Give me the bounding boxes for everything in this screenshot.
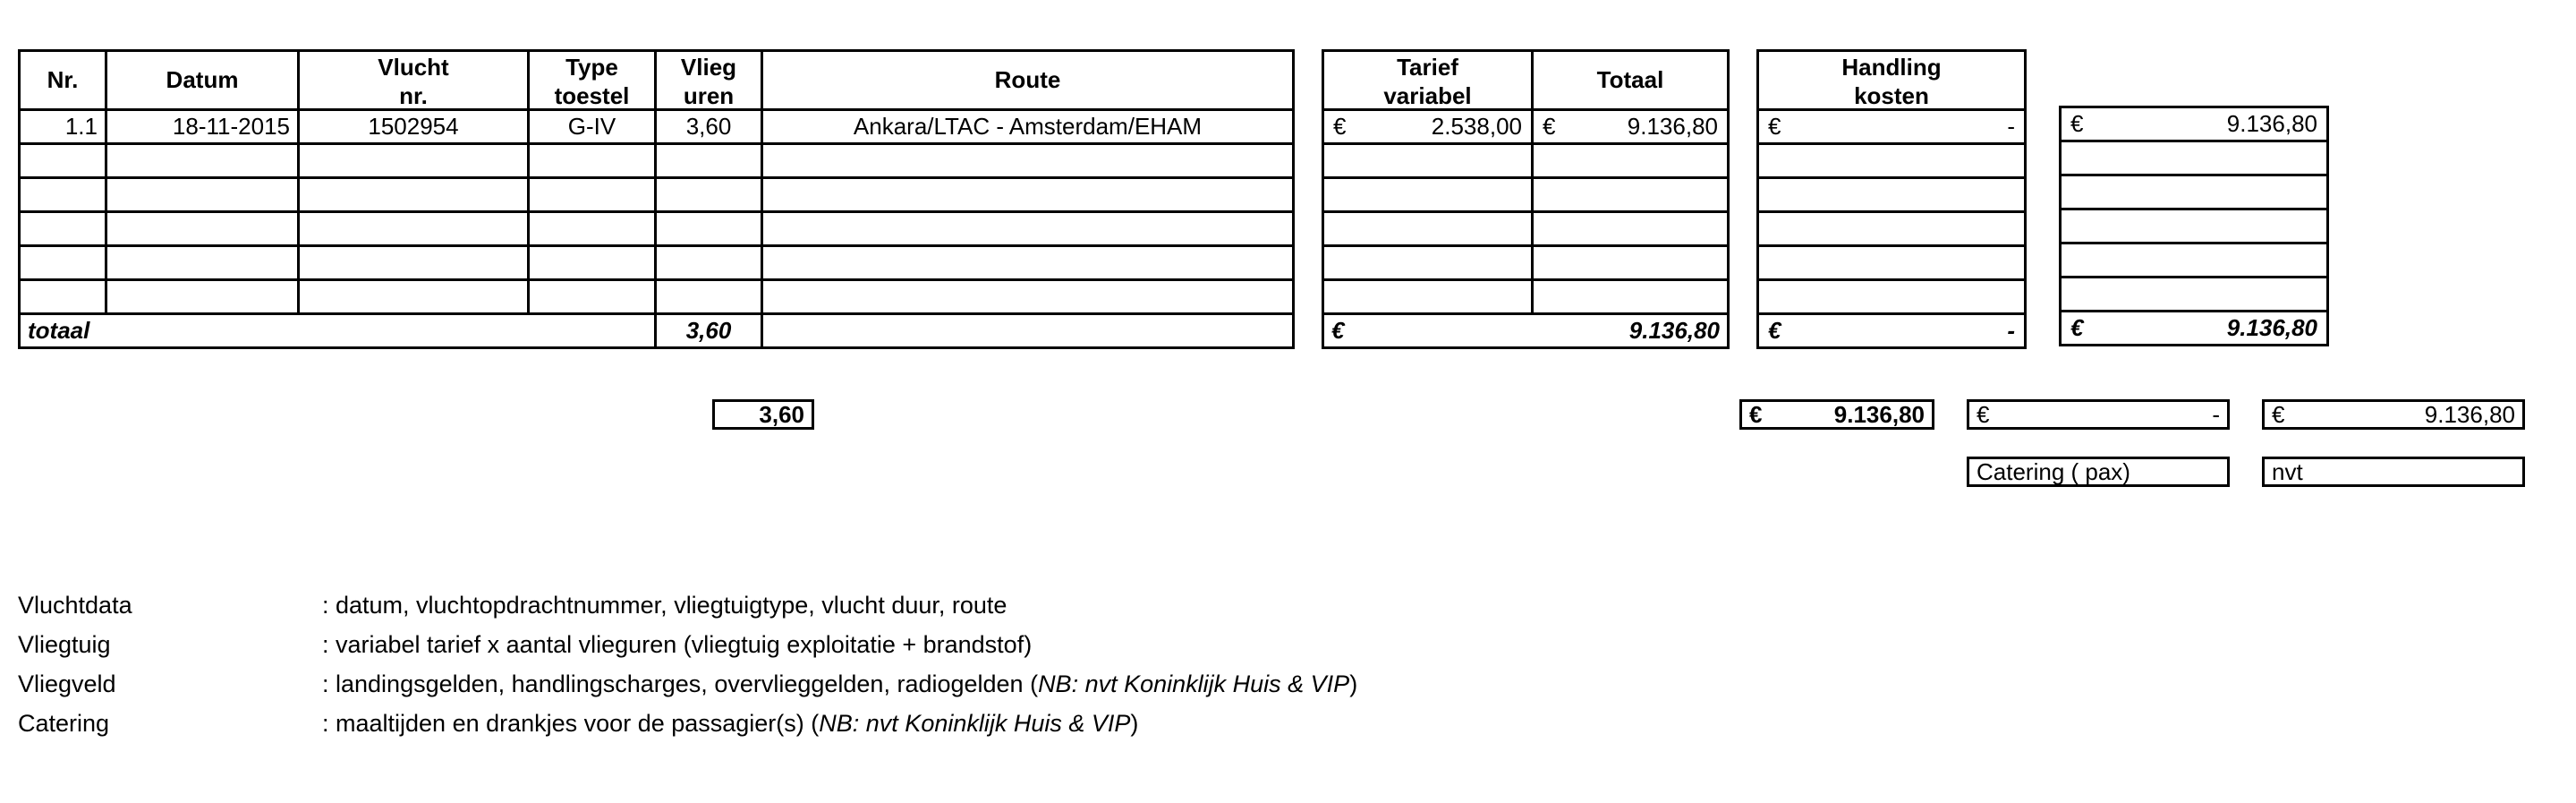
- flight-table: Nr. Datum Vlucht Type Vlieg Route nr. to…: [18, 49, 1295, 349]
- legend-key: Vliegveld: [18, 664, 322, 704]
- cell-totaal: €9.136,80: [1533, 110, 1729, 144]
- footer-totaal-sym: €: [1323, 314, 1533, 348]
- page: Nr. Datum Vlucht Type Vlieg Route nr. to…: [18, 49, 2559, 743]
- table-row: [1758, 178, 2026, 212]
- hdr-vlieg-l1: Vlieg: [656, 51, 762, 84]
- footer-handling: €-: [1758, 314, 2026, 348]
- table-row: €2.538,00 €9.136,80: [1323, 110, 1729, 144]
- catering-label: Catering ( pax): [1967, 457, 2230, 487]
- legend-key: Catering: [18, 704, 322, 743]
- footer-label: totaal: [20, 314, 656, 348]
- legend-row: Vluchtdata : datum, vluchtopdrachtnummer…: [18, 585, 2559, 625]
- hdr-type-l2: toestel: [529, 83, 656, 110]
- catering-value: nvt: [2262, 457, 2525, 487]
- table-row: [1323, 178, 1729, 212]
- hdr-tarief-l2: variabel: [1323, 83, 1533, 110]
- table-row: €9.136,80: [2061, 107, 2328, 141]
- legend-key: Vluchtdata: [18, 585, 322, 625]
- summary-row: 3,60 €9.136,80 €- €9.136,80: [18, 399, 2559, 430]
- main-table-row: Nr. Datum Vlucht Type Vlieg Route nr. to…: [18, 49, 2559, 349]
- cell-handling: €-: [1758, 110, 2026, 144]
- summary-totaal: €9.136,80: [1739, 399, 1934, 430]
- table-row: [20, 144, 1294, 178]
- hdr-type-l1: Type: [529, 51, 656, 84]
- legend: Vluchtdata : datum, vluchtopdrachtnummer…: [18, 585, 2559, 743]
- hdr-route: Route: [762, 51, 1294, 110]
- hdr-vlieg-l2: uren: [656, 83, 762, 110]
- cell-vnr: 1502954: [299, 110, 529, 144]
- legend-key: Vliegtuig: [18, 625, 322, 664]
- table-footer: €9.136,80: [2061, 312, 2328, 346]
- footer-uren: 3,60: [656, 314, 762, 348]
- cell-type: G-IV: [529, 110, 656, 144]
- hdr-nr: Nr.: [20, 51, 106, 110]
- table-row: [1323, 280, 1729, 314]
- handling-table: Handling kosten €- €-: [1756, 49, 2027, 349]
- legend-row: Catering : maaltijden en drankjes voor d…: [18, 704, 2559, 743]
- table-row: [20, 212, 1294, 246]
- summary-uren: 3,60: [712, 399, 814, 430]
- table-row: [20, 246, 1294, 280]
- hdr-datum: Datum: [106, 51, 299, 110]
- footer-grand: €9.136,80: [2061, 312, 2328, 346]
- table-row: [20, 178, 1294, 212]
- hdr-totaal: Totaal: [1533, 51, 1729, 110]
- cell-tarief: €2.538,00: [1323, 110, 1533, 144]
- hdr-handling-l2: kosten: [1758, 83, 2026, 110]
- cell-route: Ankara/LTAC - Amsterdam/EHAM: [762, 110, 1294, 144]
- legend-row: Vliegtuig : variabel tarief x aantal vli…: [18, 625, 2559, 664]
- hdr-vluchtnr-l1: Vlucht: [299, 51, 529, 84]
- table-row: [2061, 141, 2328, 175]
- legend-val: : datum, vluchtopdrachtnummer, vliegtuig…: [322, 585, 1007, 625]
- table-row: €-: [1758, 110, 2026, 144]
- catering-row: Catering ( pax) nvt: [18, 457, 2559, 487]
- cell-uren: 3,60: [656, 110, 762, 144]
- hdr-handling-l1: Handling: [1758, 51, 2026, 84]
- table-row: [2061, 175, 2328, 209]
- table-row: [1758, 246, 2026, 280]
- table-row: [1758, 212, 2026, 246]
- grand-table: €9.136,80 €9.136,80: [2059, 49, 2329, 346]
- legend-val: : maaltijden en drankjes voor de passagi…: [322, 704, 1138, 743]
- cell-datum: 18-11-2015: [106, 110, 299, 144]
- table-row: [20, 280, 1294, 314]
- table-row: [1323, 246, 1729, 280]
- table-row: [1758, 144, 2026, 178]
- table-footer: totaal 3,60: [20, 314, 1294, 348]
- table-row: [1758, 280, 2026, 314]
- summary-handling: €-: [1967, 399, 2230, 430]
- summary-grand: €9.136,80: [2262, 399, 2525, 430]
- cell-grand: €9.136,80: [2061, 107, 2328, 141]
- table-footer: € 9.136,80: [1323, 314, 1729, 348]
- table-row: [1323, 212, 1729, 246]
- hdr-tarief-l1: Tarief: [1323, 51, 1533, 84]
- table-row: [1323, 144, 1729, 178]
- footer-totaal-val: 9.136,80: [1533, 314, 1729, 348]
- tarief-table: Tarief Totaal variabel €2.538,00 €9.136,…: [1322, 49, 1730, 349]
- legend-val: : landingsgelden, handlingscharges, over…: [322, 664, 1357, 704]
- table-row: [2061, 209, 2328, 243]
- table-row: [2061, 243, 2328, 278]
- table-row: [2061, 278, 2328, 312]
- legend-row: Vliegveld : landingsgelden, handlingscha…: [18, 664, 2559, 704]
- cell-nr: 1.1: [20, 110, 106, 144]
- hdr-vluchtnr-l2: nr.: [299, 83, 529, 110]
- table-footer: €-: [1758, 314, 2026, 348]
- table-row: 1.1 18-11-2015 1502954 G-IV 3,60 Ankara/…: [20, 110, 1294, 144]
- legend-val: : variabel tarief x aantal vlieguren (vl…: [322, 625, 1032, 664]
